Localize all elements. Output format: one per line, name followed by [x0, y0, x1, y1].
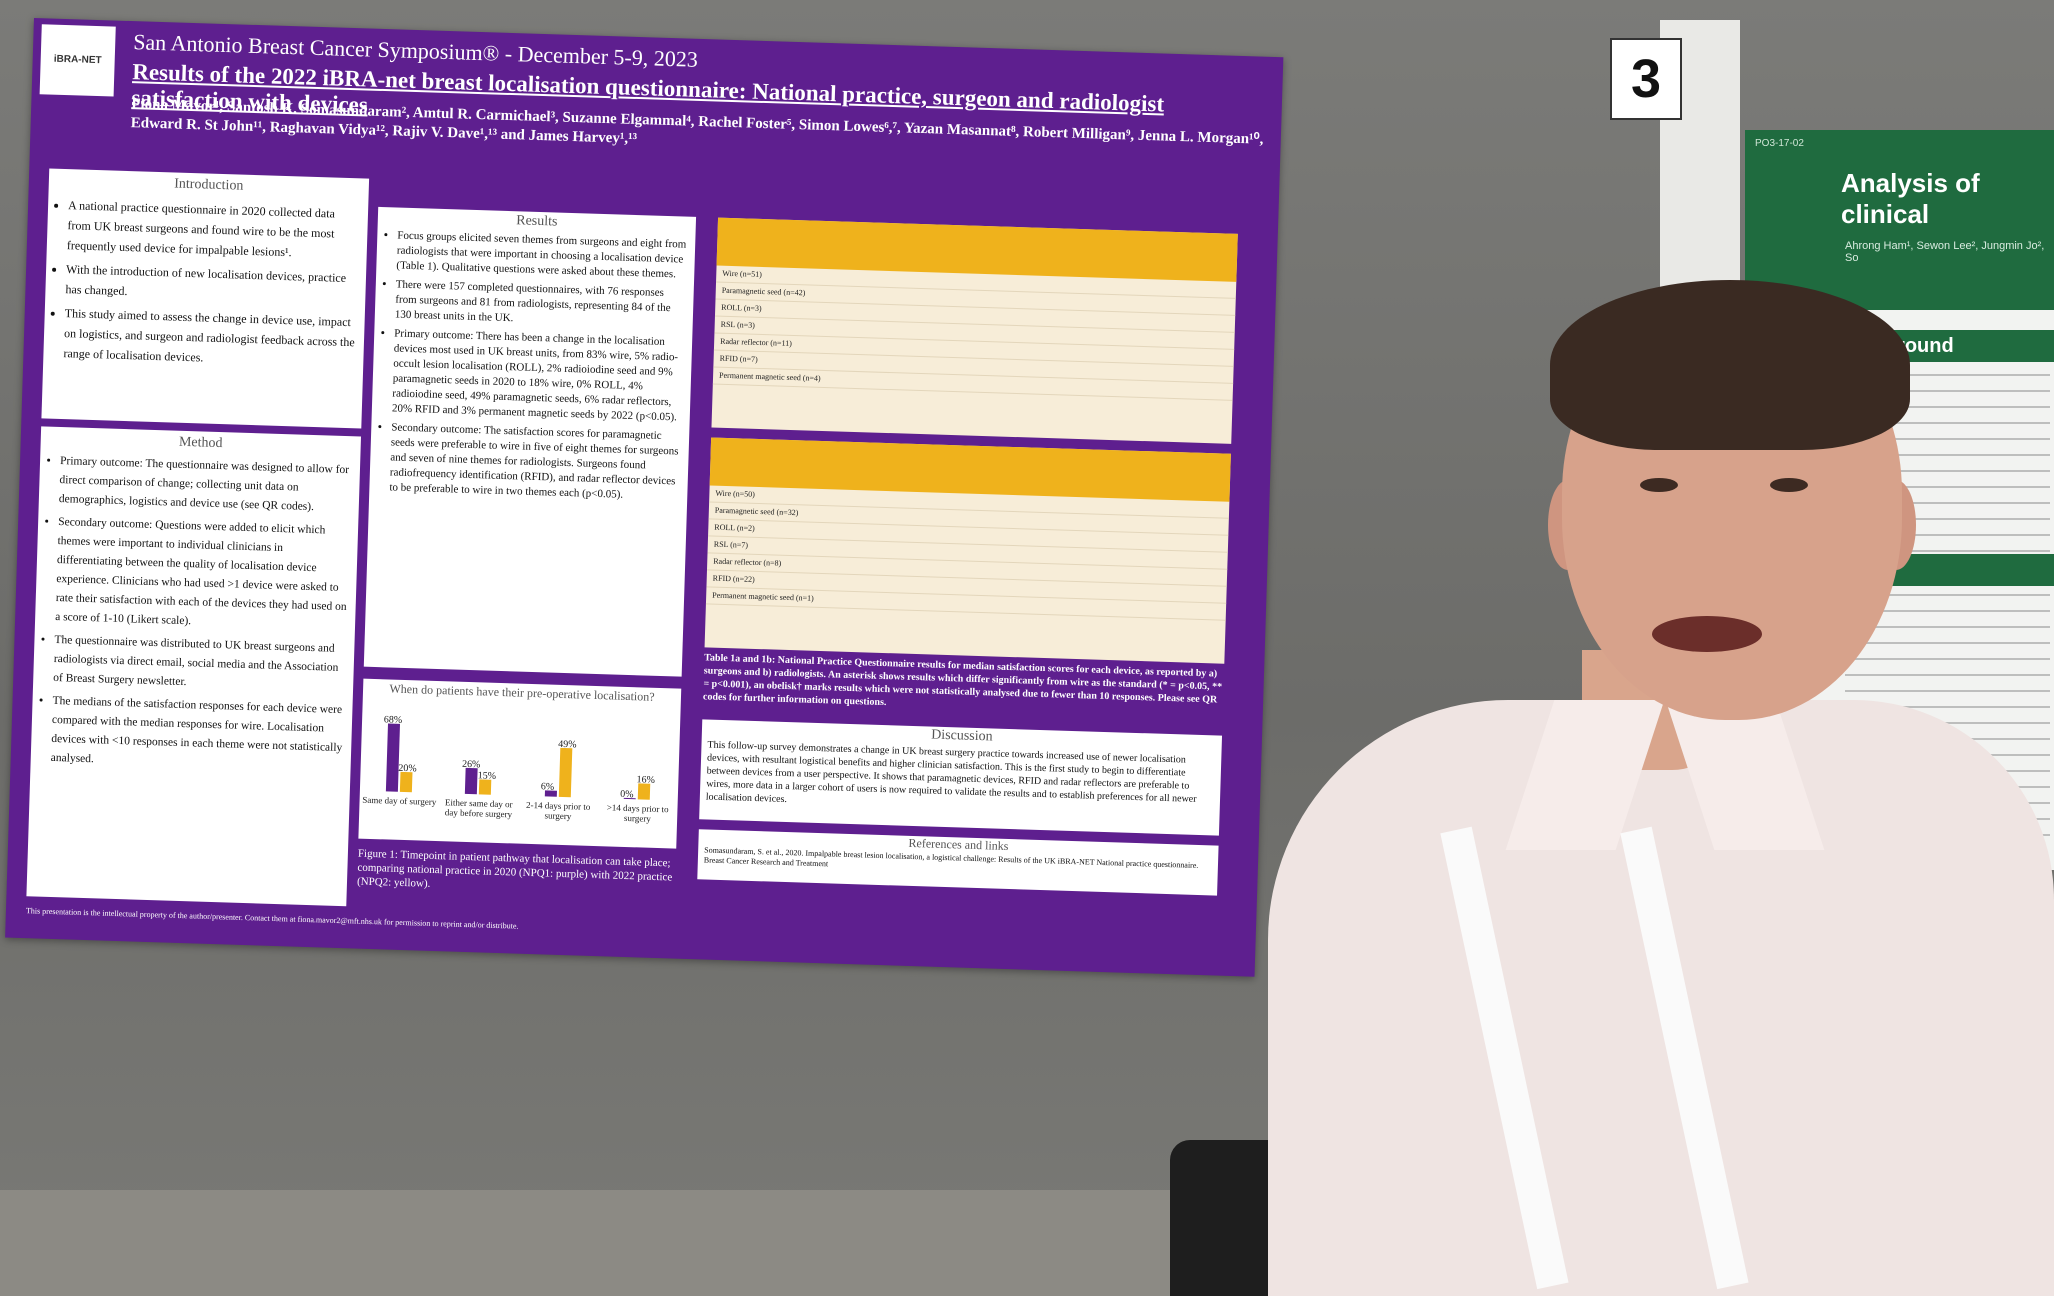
- presenter-eye-left: [1640, 478, 1678, 492]
- presenter-eye-right: [1770, 478, 1808, 492]
- chart-title: When do patients have their pre-operativ…: [389, 681, 655, 704]
- method-bullet: The medians of the satisfaction response…: [50, 692, 344, 777]
- bar-value-label: 15%: [477, 770, 497, 782]
- category-label: >14 days prior to surgery: [606, 802, 669, 824]
- bar-npq-1: [385, 723, 400, 792]
- discussion-text: This follow-up survey demonstrates a cha…: [705, 739, 1197, 806]
- table-body: Wire (n=51) Paramagnetic seed (n=42) ROLL …: [712, 265, 1237, 401]
- method-bullet: Primary outcome: The questionnaire was d…: [59, 452, 353, 518]
- results-bullet: There were 157 completed questionnaires,…: [395, 277, 686, 331]
- table-body: Wire (n=50) Paramagnetic seed (n=32) ROLL …: [705, 485, 1230, 621]
- results-bullet: Secondary outcome: The satisfaction scor…: [389, 420, 681, 504]
- ip-notice: This presentation is the intellectual pr…: [25, 906, 519, 931]
- figure-caption: Figure 1: Timepoint in patient pathway t…: [356, 847, 673, 890]
- chart-plot-area: 68% 20% Same day of surgery 26% 15% Either sa…: [358, 713, 680, 849]
- poster-code: PO3-17-02: [1755, 138, 1804, 149]
- category-label: 2-14 days prior to surgery: [525, 799, 591, 822]
- method-panel: Method Primary outcome: The questionnair…: [26, 426, 362, 907]
- discussion-panel: Discussion This follow-up survey demonst…: [699, 719, 1223, 836]
- presenter-mouth: [1652, 616, 1762, 652]
- results-panel: Results Focus groups elicited seven them…: [363, 206, 697, 677]
- table-caption: Table 1a and 1b: National Practice Quest…: [702, 652, 1223, 709]
- results-bullet: Focus groups elicited seven themes from …: [396, 229, 687, 283]
- surgeon-satisfaction-table: Wire (n=51) Paramagnetic seed (n=42) ROLL …: [711, 217, 1238, 444]
- bar-value-label: 6%: [540, 781, 555, 793]
- bar-value-label: 49%: [558, 738, 577, 751]
- category-label: Either same day or day before surgery: [444, 797, 513, 820]
- board-number: 3: [1610, 38, 1682, 120]
- bar-npq-2: [558, 747, 573, 798]
- introduction-panel: Introduction A national practice questio…: [41, 168, 370, 429]
- bar-value-label: 20%: [398, 762, 417, 775]
- method-bullet: The questionnaire was distributed to UK …: [53, 631, 347, 697]
- research-poster: iBRA-NET San Antonio Breast Cancer Sympo…: [5, 18, 1284, 977]
- bar-value-label: 16%: [636, 774, 656, 786]
- neighbouring-poster-header: PO3-17-02 Analysis of clinical Ahrong Ha…: [1745, 130, 2054, 310]
- intro-bullet: A national practice questionnaire in 202…: [67, 195, 361, 264]
- localisation-timing-chart: When do patients have their pre-operativ…: [358, 678, 682, 849]
- ibra-net-logo: iBRA-NET: [39, 24, 116, 97]
- method-bullet: Secondary outcome: Questions were added …: [55, 513, 350, 636]
- floor: [0, 1190, 1300, 1296]
- results-bullet: Primary outcome: There has been a change…: [392, 326, 685, 425]
- intro-bullet: With the introduction of new localisatio…: [65, 259, 358, 308]
- category-label: Same day of surgery: [362, 794, 437, 808]
- radiologist-satisfaction-table: Wire (n=50) Paramagnetic seed (n=32) ROLL …: [704, 437, 1231, 664]
- bar-value-label: 68%: [383, 714, 403, 726]
- intro-bullet: This study aimed to assess the change in…: [63, 303, 357, 372]
- references-panel: References and links Somasundaram, S. et…: [697, 829, 1219, 896]
- neighbouring-poster-title: Analysis of clinical: [1841, 168, 1980, 229]
- presenter-hair: [1550, 280, 1910, 450]
- neighbouring-poster-authors: Ahrong Ham¹, Sewon Lee², Jungmin Jo², So: [1845, 240, 2045, 264]
